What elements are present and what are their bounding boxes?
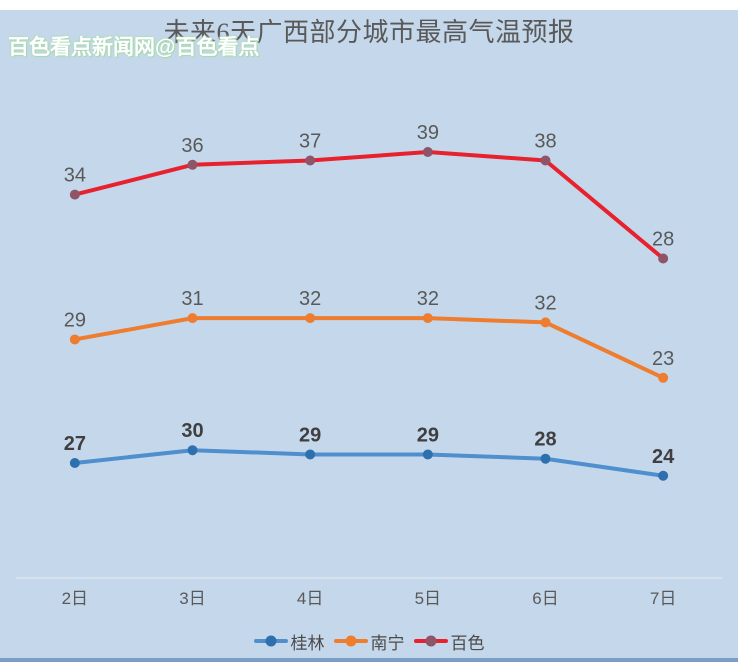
data-point-label: 24	[652, 446, 675, 468]
x-axis-label: 3日	[179, 589, 205, 608]
data-point-marker	[187, 313, 198, 324]
watermark: 百色看点新闻网@百色看点	[8, 36, 260, 59]
data-point-label: 28	[652, 229, 674, 251]
data-point-marker	[422, 147, 433, 157]
data-point-marker	[540, 453, 551, 464]
legend: 桂林 南宁 百色	[0, 629, 738, 654]
legend-marker-dot	[265, 635, 276, 647]
data-point-marker	[187, 445, 198, 456]
bottom-blue-strip	[0, 658, 738, 662]
data-point-marker	[422, 449, 433, 460]
data-point-marker	[658, 253, 669, 264]
data-point-label: 32	[534, 292, 556, 314]
data-point-label: 29	[299, 424, 321, 446]
data-point-label: 27	[64, 433, 86, 455]
x-axis-label: 2日	[62, 589, 88, 608]
data-point-label: 31	[181, 288, 203, 310]
legend-swatch	[253, 635, 288, 647]
legend-label: 桂林	[290, 633, 325, 653]
data-point-marker	[540, 155, 551, 166]
data-point-marker	[187, 159, 198, 170]
x-axis-label: 5日	[415, 589, 441, 608]
x-axis-label: 7日	[650, 589, 676, 608]
legend-item-南宁: 南宁	[333, 629, 405, 654]
data-point-label: 34	[64, 165, 86, 187]
data-point-marker	[69, 457, 80, 468]
data-point-marker	[305, 155, 316, 166]
data-point-label: 29	[64, 309, 86, 331]
x-axis-label: 4日	[297, 589, 323, 608]
data-point-label: 28	[534, 429, 556, 451]
series-line-南宁	[72, 316, 666, 380]
data-point-label: 36	[181, 135, 203, 157]
data-point-marker	[658, 470, 669, 481]
x-axis-label: 6日	[532, 589, 558, 608]
legend-item-百色: 百色	[413, 629, 485, 654]
data-point-label: 39	[417, 122, 439, 144]
data-point-marker	[69, 189, 80, 200]
data-point-marker	[422, 313, 433, 324]
legend-swatch	[413, 635, 448, 647]
chart-title: 未来6天广西部分城市最高气温预报	[163, 18, 575, 47]
legend-item-桂林: 桂林	[253, 629, 325, 654]
data-point-label: 38	[534, 131, 556, 153]
series-line-桂林	[72, 448, 666, 478]
data-point-marker	[305, 449, 316, 460]
legend-swatch	[333, 635, 368, 647]
data-point-label: 30	[181, 420, 203, 442]
data-point-label: 32	[417, 288, 439, 310]
data-point-marker	[305, 313, 316, 324]
data-point-marker	[69, 334, 80, 345]
legend-label: 南宁	[370, 633, 405, 653]
data-point-marker	[540, 317, 551, 328]
legend-label: 百色	[450, 633, 485, 653]
legend-marker-dot	[345, 635, 356, 647]
data-point-marker	[658, 372, 669, 383]
legend-marker-dot	[425, 635, 436, 647]
top-white-strip	[0, 0, 738, 10]
data-point-label: 37	[299, 131, 321, 153]
series-line-百色	[72, 150, 666, 261]
data-point-label: 29	[417, 424, 439, 446]
data-point-label: 23	[652, 348, 674, 370]
data-point-label: 32	[299, 288, 321, 310]
